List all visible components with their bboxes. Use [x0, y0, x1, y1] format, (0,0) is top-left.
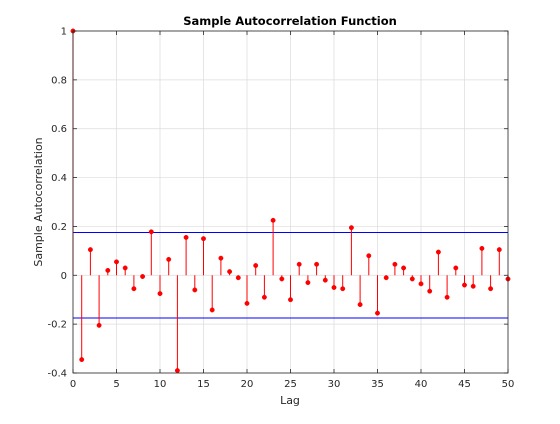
acf-stem-marker — [453, 265, 459, 271]
acf-stem-marker — [418, 281, 424, 287]
acf-stem-marker — [209, 307, 215, 313]
acf-stem-marker — [427, 288, 433, 294]
x-tick-label: 20 — [241, 379, 254, 390]
acf-stem-marker — [87, 247, 93, 253]
x-axis-label: Lag — [280, 394, 300, 407]
acf-stem-marker — [131, 286, 137, 292]
x-tick-label: 50 — [502, 379, 515, 390]
acf-stem-marker — [496, 247, 502, 253]
acf-stem-marker — [366, 253, 372, 259]
y-tick-label: -0.2 — [47, 320, 67, 331]
x-tick-label: 10 — [154, 379, 167, 390]
acf-stem-marker — [192, 287, 198, 293]
acf-stem-marker — [235, 275, 241, 281]
x-tick-labels: 0 5 10 15 20 25 30 35 40 45 50 — [70, 379, 515, 390]
acf-stem-marker — [157, 291, 163, 297]
acf-stem-marker — [305, 280, 311, 286]
y-tick-label: 0.8 — [51, 75, 67, 86]
acf-stem-marker — [322, 277, 328, 283]
acf-stem-marker — [122, 265, 128, 271]
x-tick-label: 45 — [458, 379, 471, 390]
acf-stem-marker — [244, 300, 250, 306]
x-tick-label: 0 — [70, 379, 76, 390]
acf-stem-marker — [462, 282, 467, 288]
y-tick-label: -0.4 — [47, 369, 67, 380]
acf-stem-marker — [218, 255, 224, 261]
acf-stem-marker — [166, 256, 172, 262]
x-tick-label: 5 — [113, 379, 119, 390]
acf-stem-marker — [340, 286, 346, 292]
acf-stem-marker — [174, 368, 180, 374]
acf-stem-marker — [383, 275, 389, 281]
acf-stem-marker — [314, 261, 320, 267]
y-tick-label: 0.4 — [51, 173, 67, 184]
confidence-bounds — [73, 232, 508, 319]
x-tick-label: 40 — [415, 379, 428, 390]
acf-stem-marker — [470, 283, 476, 289]
acf-stem-marker — [79, 357, 85, 363]
acf-stem-marker — [96, 322, 102, 328]
x-tick-label: 25 — [284, 379, 297, 390]
acf-stem-marker — [375, 310, 380, 316]
acf-stem-marker — [357, 302, 363, 308]
acf-stem-marker — [488, 286, 494, 292]
acf-stem-marker — [105, 267, 111, 273]
y-tick-label: 0.2 — [51, 222, 67, 233]
y-tick-labels: -0.4 -0.2 0 0.2 0.4 0.6 0.8 1 — [47, 27, 67, 380]
acf-stem-marker — [435, 249, 441, 255]
acf-stem-marker — [201, 236, 206, 242]
acf-stem-marker — [279, 276, 285, 282]
acf-stem-marker — [348, 225, 354, 231]
y-tick-label: 0 — [61, 271, 67, 282]
acf-stem-marker — [296, 261, 302, 267]
acf-stem-marker — [331, 285, 337, 290]
y-axis-label: Sample Autocorrelation — [32, 137, 45, 266]
acf-stem-marker — [114, 259, 119, 265]
acf-stem-marker — [444, 294, 450, 300]
chart-title: Sample Autocorrelation Function — [183, 14, 397, 28]
x-tick-label: 15 — [197, 379, 210, 390]
acf-stem-marker — [401, 265, 407, 271]
axis-ticks — [72, 30, 509, 374]
x-tick-label: 35 — [371, 379, 384, 390]
acf-stem-marker — [140, 274, 146, 279]
acf-stem-marker — [261, 294, 267, 300]
acf-stem-marker — [288, 297, 293, 303]
y-tick-label: 0.6 — [51, 124, 67, 135]
acf-stem-marker — [409, 276, 415, 282]
y-tick-label: 1 — [61, 27, 67, 38]
x-tick-label: 30 — [328, 379, 341, 390]
acf-stem-marker — [253, 263, 259, 268]
acf-stem-marker — [227, 269, 233, 275]
acf-stem-marker — [148, 229, 154, 235]
acf-stem-marker — [183, 234, 189, 240]
acf-stem-marker — [392, 261, 398, 267]
acf-stem-marker — [270, 217, 276, 223]
acf-stem-marker — [479, 245, 485, 251]
